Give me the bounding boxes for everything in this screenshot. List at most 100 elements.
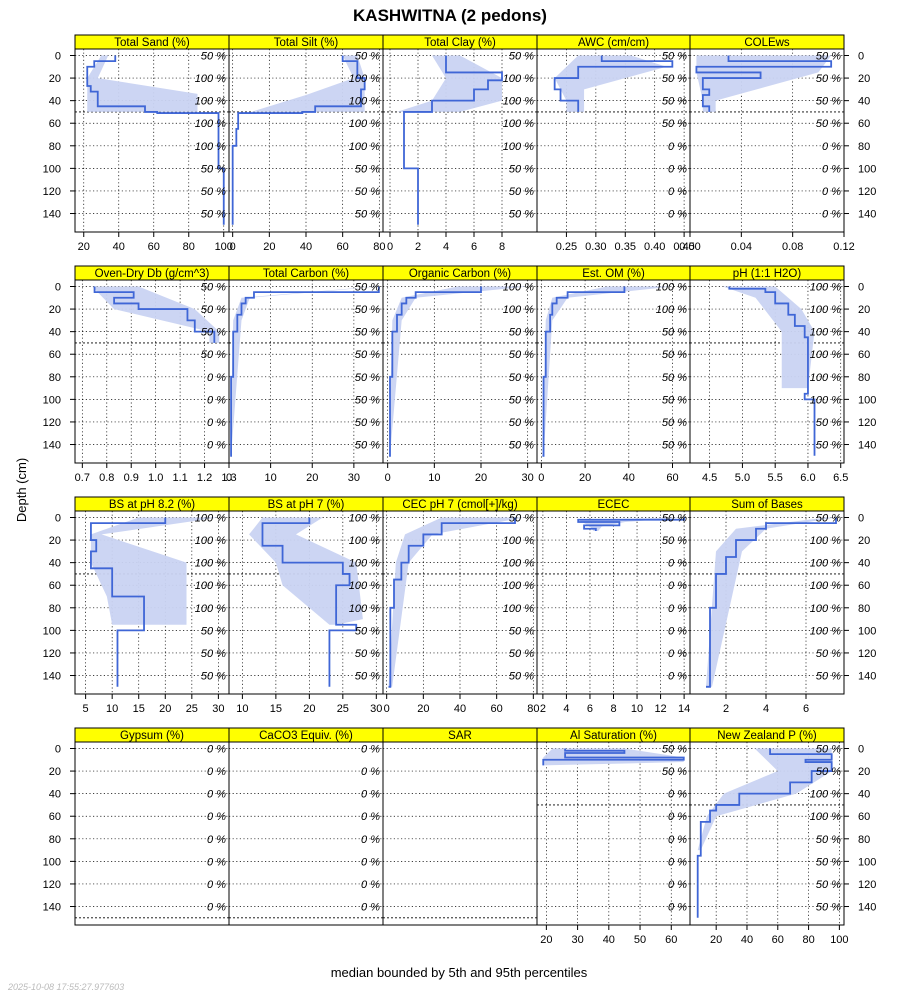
- y-tick-label: 20: [858, 73, 870, 85]
- panel-title: Al Saturation (%): [570, 730, 657, 742]
- data-coverage-label: 50 %: [509, 209, 534, 221]
- x-tick-label: 25: [186, 703, 198, 715]
- panel-title: New Zealand P (%): [717, 730, 817, 742]
- y-tick-label: 120: [858, 186, 876, 198]
- y-tick-label: 100: [43, 394, 61, 406]
- data-coverage-label: 0 %: [668, 141, 687, 153]
- panel-frame: [74, 741, 230, 926]
- data-coverage-label: 50 %: [509, 417, 534, 429]
- y-tick-label: 0: [858, 51, 864, 63]
- y-tick-label: 140: [858, 671, 876, 683]
- data-coverage-label: 50 %: [816, 118, 841, 130]
- data-coverage-label: 0 %: [361, 766, 380, 778]
- data-coverage-label: 0 %: [207, 417, 226, 429]
- panel-gridlines: [229, 748, 383, 919]
- x-tick-label: 0.00: [679, 241, 700, 253]
- data-coverage-label: 100 %: [349, 603, 380, 615]
- data-coverage-label: 0 %: [822, 186, 841, 198]
- data-coverage-label: 100 %: [503, 535, 534, 547]
- x-tick-label: 10: [264, 472, 276, 484]
- x-tick-label: 0.9: [124, 472, 139, 484]
- data-coverage-label: 50 %: [816, 856, 841, 868]
- x-tick-label: 10: [236, 703, 248, 715]
- y-tick-label: 60: [49, 118, 61, 130]
- data-coverage-label: 0 %: [668, 856, 687, 868]
- y-tick-label: 0: [858, 744, 864, 756]
- data-coverage-label: 100 %: [349, 141, 380, 153]
- data-coverage-label: 100 %: [349, 580, 380, 592]
- panel-3: Total Clay (%) 50 % 100 % 100 % 100 % 100 % 50…: [382, 34, 538, 253]
- data-coverage-label: 100 %: [349, 118, 380, 130]
- y-tick-label: 80: [49, 141, 61, 153]
- data-coverage-label: 50 %: [662, 744, 687, 756]
- data-coverage-label: 100 %: [349, 96, 380, 108]
- y-tick-label: 120: [43, 648, 61, 660]
- panel-frame: [689, 48, 845, 233]
- percentile-band: [696, 55, 832, 112]
- data-coverage-label: 50 %: [201, 186, 226, 198]
- panel-20: New Zealand P (%) 50 % 50 % 100 % 100 % 50 % 5…: [689, 727, 849, 946]
- data-coverage-label: 100 %: [810, 394, 841, 406]
- data-coverage-label: 50 %: [201, 327, 226, 339]
- data-coverage-label: 100 %: [195, 580, 226, 592]
- percentile-band: [87, 55, 198, 112]
- median-line: [542, 748, 685, 766]
- panel-2: Total Silt (%) 50 % 100 % 100 % 100 % 100 % 50…: [228, 34, 385, 253]
- y-tick-label: 40: [49, 789, 61, 801]
- x-tick-label: 80: [527, 703, 539, 715]
- data-coverage-label: 0 %: [668, 879, 687, 891]
- data-coverage-label: 50 %: [816, 902, 841, 914]
- y-tick-label: 140: [43, 209, 61, 221]
- data-coverage-label: 50 %: [355, 327, 380, 339]
- y-tick-label: 20: [49, 535, 61, 547]
- y-tick-label: 80: [49, 834, 61, 846]
- y-tick-label: 140: [43, 671, 61, 683]
- data-coverage-label: 0 %: [207, 744, 226, 756]
- panel-title: Oven-Dry Db (g/cm^3): [95, 268, 210, 280]
- y-tick-label: 80: [858, 603, 870, 615]
- y-tick-label: 40: [858, 96, 870, 108]
- y-tick-label: 60: [858, 118, 870, 130]
- panel-title: Total Clay (%): [424, 37, 496, 49]
- x-tick-label: 60: [772, 934, 784, 946]
- panel-gridlines: [690, 49, 844, 232]
- data-coverage-label: 50 %: [509, 671, 534, 683]
- data-coverage-label: 0 %: [668, 186, 687, 198]
- x-tick-label: 0.7: [75, 472, 90, 484]
- y-tick-label: 120: [43, 879, 61, 891]
- data-coverage-label: 0 %: [361, 879, 380, 891]
- y-tick-label: 120: [858, 879, 876, 891]
- x-tick-label: 0.45: [673, 241, 694, 253]
- x-tick-label: 40: [623, 472, 635, 484]
- data-coverage-label: 0 %: [207, 811, 226, 823]
- data-coverage-label: 50 %: [201, 209, 226, 221]
- data-coverage-label: 0 %: [822, 163, 841, 175]
- data-coverage-label: 100 %: [195, 513, 226, 525]
- panel-9: Est. OM (%) 100 % 100 % 50 % 50 % 50 % 50 % 50 …: [536, 265, 691, 484]
- data-coverage-label: 100 %: [810, 349, 841, 361]
- y-axis-label: Depth (cm): [14, 458, 29, 522]
- median-line: [389, 286, 482, 457]
- depth-axis-left: 0 20 40 60 80 100 120 140 0 20 40 60 80 100 120 140 0 20 4…: [43, 51, 75, 914]
- median-line: [93, 286, 216, 343]
- data-coverage-label: 100 %: [349, 535, 380, 547]
- y-tick-label: 40: [858, 558, 870, 570]
- data-coverage-label: 50 %: [509, 513, 534, 525]
- panel-gridlines: [537, 511, 690, 694]
- panel-gridlines: [690, 511, 844, 694]
- x-tick-label: 80: [183, 241, 195, 253]
- panel-16: Gypsum (%) 0 % 0 % 0 % 0 % 0 % 0 % 0 % 0 %: [74, 727, 230, 926]
- panel-title: Gypsum (%): [120, 730, 184, 742]
- data-coverage-label: 50 %: [355, 51, 380, 63]
- panel-gridlines: [75, 748, 229, 919]
- y-tick-label: 60: [858, 811, 870, 823]
- data-coverage-label: 50 %: [662, 417, 687, 429]
- x-tick-label: 5.5: [768, 472, 783, 484]
- x-tick-label: 15: [133, 703, 145, 715]
- data-coverage-label: 0 %: [668, 209, 687, 221]
- data-coverage-label: 50 %: [816, 834, 841, 846]
- median-line: [261, 517, 358, 687]
- data-coverage-label: 100 %: [503, 304, 534, 316]
- data-coverage-label: 50 %: [662, 118, 687, 130]
- x-tick-label: 6: [587, 703, 593, 715]
